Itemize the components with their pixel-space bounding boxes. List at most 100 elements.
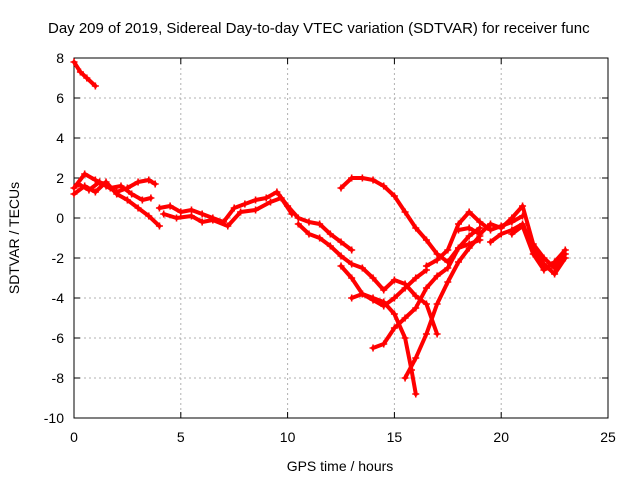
series-line bbox=[509, 224, 568, 272]
data-point-marker bbox=[76, 68, 84, 76]
data-point-marker bbox=[454, 244, 462, 252]
data-point-marker bbox=[390, 324, 398, 332]
data-point-marker bbox=[401, 284, 409, 292]
data-point-marker bbox=[198, 218, 206, 226]
data-point-marker bbox=[369, 344, 377, 352]
data-point-marker bbox=[519, 222, 527, 230]
data-point-marker bbox=[123, 196, 131, 204]
data-point-marker bbox=[380, 182, 388, 190]
data-point-marker bbox=[476, 224, 484, 232]
data-point-marker bbox=[412, 274, 420, 282]
data-point-marker bbox=[358, 174, 366, 182]
x-tick-label: 5 bbox=[177, 429, 185, 445]
data-point-marker bbox=[187, 206, 195, 214]
data-point-marker bbox=[187, 212, 195, 220]
data-point-marker bbox=[487, 238, 495, 246]
series-track-12 bbox=[401, 232, 484, 382]
data-point-marker bbox=[561, 254, 569, 262]
data-point-marker bbox=[155, 222, 163, 230]
data-point-marker bbox=[380, 302, 388, 310]
data-point-marker bbox=[412, 354, 420, 362]
series-line bbox=[296, 222, 440, 336]
data-point-marker bbox=[422, 300, 430, 308]
data-point-marker bbox=[337, 184, 345, 192]
data-point-marker bbox=[134, 204, 142, 212]
data-point-marker bbox=[454, 226, 462, 234]
series-line bbox=[403, 234, 482, 380]
data-point-marker bbox=[267, 198, 275, 206]
y-tick-label: 8 bbox=[56, 50, 64, 66]
y-tick-label: -4 bbox=[52, 290, 65, 306]
data-point-marker bbox=[91, 82, 99, 90]
data-point-marker bbox=[128, 190, 136, 198]
data-point-marker bbox=[412, 390, 420, 398]
data-point-marker bbox=[209, 216, 217, 224]
data-point-marker bbox=[85, 186, 93, 194]
data-point-marker bbox=[401, 334, 409, 342]
data-point-marker bbox=[497, 224, 505, 232]
data-point-marker bbox=[465, 208, 473, 216]
data-point-marker bbox=[529, 250, 537, 258]
data-point-marker bbox=[70, 58, 78, 66]
data-point-marker bbox=[497, 230, 505, 238]
data-point-marker bbox=[198, 210, 206, 218]
data-point-marker bbox=[444, 264, 452, 272]
data-point-marker bbox=[252, 196, 260, 204]
data-point-marker bbox=[305, 230, 313, 238]
y-tick-label: 4 bbox=[56, 130, 64, 146]
x-tick-label: 15 bbox=[387, 429, 403, 445]
y-tick-label: 0 bbox=[56, 210, 64, 226]
y-tick-label: -8 bbox=[52, 370, 65, 386]
x-tick-label: 0 bbox=[70, 429, 78, 445]
data-point-marker bbox=[465, 224, 473, 232]
data-point-marker bbox=[444, 278, 452, 286]
data-point-marker bbox=[91, 188, 99, 196]
data-point-marker bbox=[540, 266, 548, 274]
data-point-marker bbox=[433, 330, 441, 338]
x-tick-label: 20 bbox=[493, 429, 509, 445]
data-point-marker bbox=[113, 190, 121, 198]
data-point-marker bbox=[508, 214, 516, 222]
data-point-marker bbox=[91, 176, 99, 184]
data-point-marker bbox=[369, 296, 377, 304]
data-point-marker bbox=[337, 252, 345, 260]
data-point-marker bbox=[380, 340, 388, 348]
series-line bbox=[349, 268, 429, 308]
data-point-marker bbox=[294, 214, 302, 222]
data-point-marker bbox=[454, 220, 462, 228]
data-point-marker bbox=[433, 272, 441, 280]
data-point-marker bbox=[551, 258, 559, 266]
data-point-marker bbox=[134, 178, 142, 186]
data-point-marker bbox=[348, 274, 356, 282]
y-axis-title: SDTVAR / TECUs bbox=[6, 182, 22, 294]
y-tick-label: -10 bbox=[44, 410, 64, 426]
data-point-marker bbox=[401, 208, 409, 216]
data-point-marker bbox=[433, 250, 441, 258]
data-point-marker bbox=[519, 202, 527, 210]
data-point-marker bbox=[337, 262, 345, 270]
data-point-marker bbox=[273, 188, 281, 196]
data-point-marker bbox=[145, 176, 153, 184]
x-tick-label: 10 bbox=[280, 429, 296, 445]
series-track-5 bbox=[155, 188, 356, 254]
series-line bbox=[76, 180, 153, 202]
data-point-marker bbox=[390, 310, 398, 318]
data-point-marker bbox=[348, 246, 356, 254]
data-point-marker bbox=[74, 180, 82, 188]
data-point-marker bbox=[166, 202, 174, 210]
y-tick-label: -2 bbox=[52, 250, 65, 266]
y-tick-label: 6 bbox=[56, 90, 64, 106]
data-point-marker bbox=[401, 374, 409, 382]
data-point-marker bbox=[326, 242, 334, 250]
data-point-marker bbox=[294, 220, 302, 228]
data-point-marker bbox=[358, 290, 366, 298]
data-point-marker bbox=[326, 230, 334, 238]
data-point-marker bbox=[337, 238, 345, 246]
series-track-11 bbox=[369, 224, 484, 352]
data-point-marker bbox=[348, 260, 356, 268]
data-point-marker bbox=[70, 190, 78, 198]
data-point-marker bbox=[316, 220, 324, 228]
series-track-6 bbox=[160, 194, 296, 230]
data-point-marker bbox=[160, 210, 168, 218]
data-point-marker bbox=[147, 194, 155, 202]
